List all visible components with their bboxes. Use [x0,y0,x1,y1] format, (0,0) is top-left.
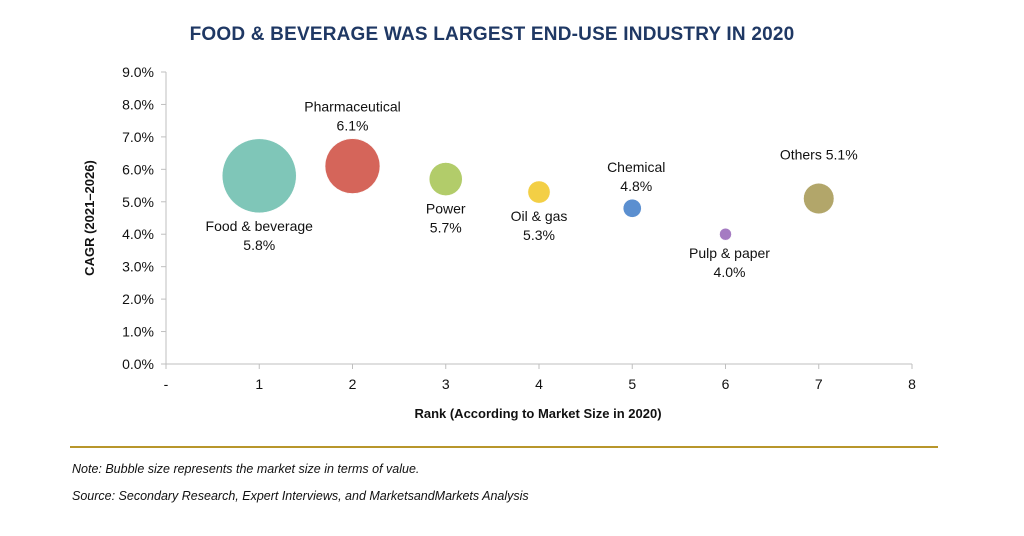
y-tick-label: 9.0% [122,64,154,80]
bubble-label: Chemical [607,159,665,175]
bubble [622,198,642,218]
y-axis-title: CAGR (2021–2026) [82,160,97,276]
bubble-label: Pulp & paper [689,245,770,261]
axes: 0.0% 1.0% 2.0% 3.0% 4.0% 5.0% 6.0% 7.0% 8.0% 9.0%… [122,64,916,392]
bubbles [222,138,835,241]
bubble-label: Power [426,201,466,217]
bubble-value-label: 5.7% [430,220,462,236]
bubble-label: Pharmaceutical [304,99,401,115]
y-tick-label: 6.0% [122,161,154,177]
bubble-value-label: 5.3% [523,227,555,243]
bubble [527,180,551,204]
bubble [428,162,463,196]
bubble-label: Food & beverage [206,218,314,234]
y-tick-label: 5.0% [122,194,154,210]
y-tick-label: 3.0% [122,259,154,275]
x-tick-label: 7 [815,376,823,392]
x-tick-label: 8 [908,376,916,392]
y-tick-label: 1.0% [122,324,154,340]
bubble-value-label: 4.0% [714,264,746,280]
bubble [803,183,835,215]
x-tick-label: 1 [255,376,263,392]
bubble-chart: FOOD & BEVERAGE WAS LARGEST END-USE INDU… [82,24,916,421]
x-tick-label: 3 [442,376,450,392]
x-tick-label: 4 [535,376,543,392]
y-tick-label: 2.0% [122,291,154,307]
bubble-size-note: Note: Bubble size represents the market … [72,462,420,476]
bubble-label: Oil & gas [511,208,568,224]
x-tick-label: 2 [349,376,357,392]
bubble [324,138,381,194]
y-tick-label: 0.0% [122,356,154,372]
chart-title: FOOD & BEVERAGE WAS LARGEST END-USE INDU… [190,24,795,45]
x-tick-label: 6 [722,376,730,392]
y-tick-label: 8.0% [122,96,154,112]
bubble-value-label: 6.1% [337,118,369,134]
bubble [222,138,297,214]
x-tick-label: - [164,376,169,392]
data-labels: Food & beverage 5.8% Pharmaceutical 6.1% Pow… [206,99,858,281]
y-tick-label: 4.0% [122,226,154,242]
bubble-value-label: 4.8% [620,178,652,194]
footer-divider [70,446,938,448]
bubble [719,227,732,241]
y-tick-label: 7.0% [122,129,154,145]
x-axis-title: Rank (According to Market Size in 2020) [414,406,661,421]
source-note: Source: Secondary Research, Expert Inter… [72,489,529,503]
x-tick-label: 5 [628,376,636,392]
bubble-value-label: 5.8% [243,237,275,253]
bubble-label: Others 5.1% [780,146,858,162]
